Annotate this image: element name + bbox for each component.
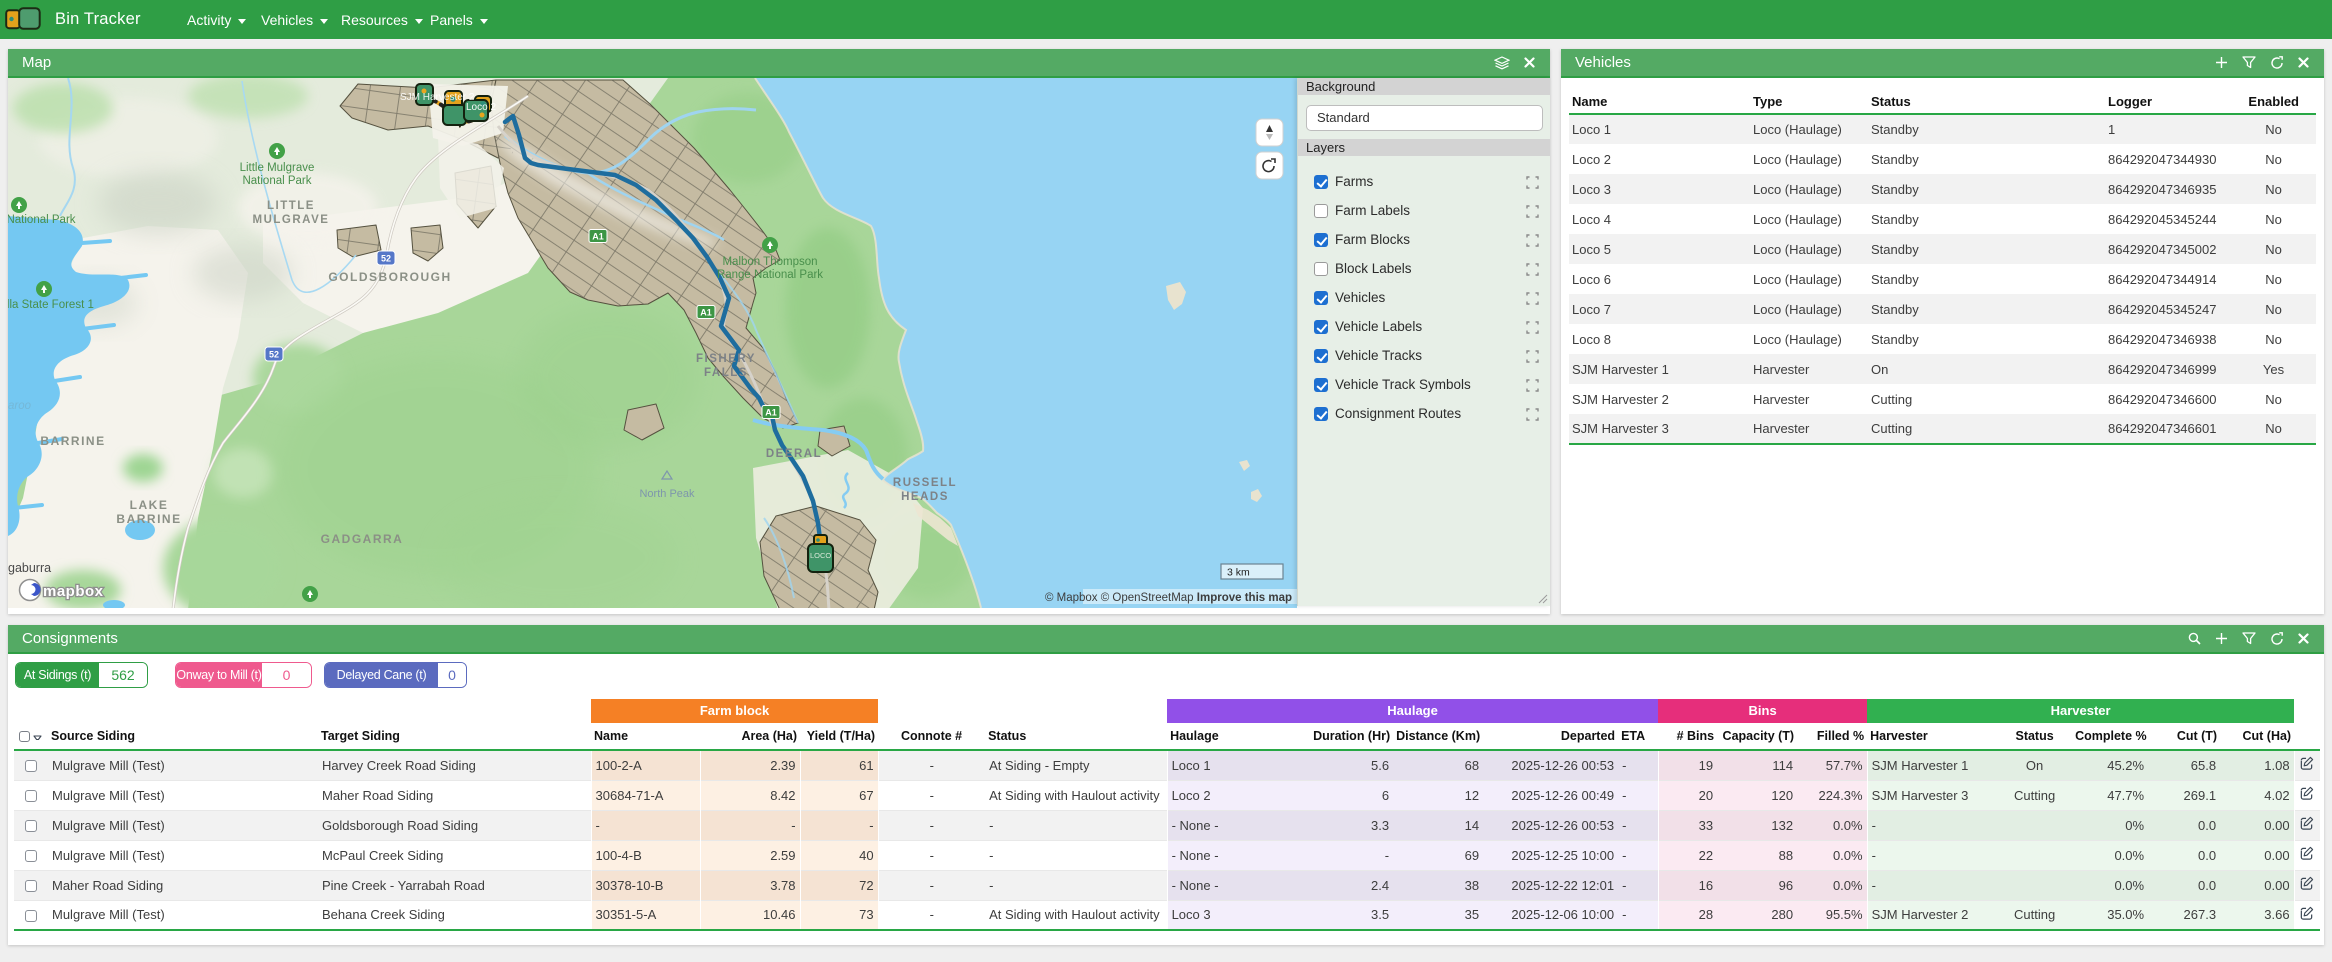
svg-text:DEERAL: DEERAL (766, 448, 822, 460)
svg-text:Little Mulgrave: Little Mulgrave (240, 162, 315, 174)
svg-text:52: 52 (381, 254, 391, 264)
svg-text:National Park: National Park (242, 175, 311, 187)
svg-text:A1: A1 (592, 232, 604, 242)
svg-text:Loco 2: Loco 2 (466, 102, 496, 113)
svg-text:LITTLE: LITTLE (267, 200, 315, 212)
svg-text:National Park: National Park (8, 214, 76, 226)
svg-text:North Peak: North Peak (639, 488, 695, 500)
svg-text:mapbox: mapbox (43, 583, 104, 600)
svg-text:FALLS: FALLS (704, 367, 748, 379)
svg-text:GOLDSBOROUGH: GOLDSBOROUGH (328, 270, 451, 284)
svg-text:RUSSELL: RUSSELL (893, 477, 957, 489)
svg-text:Range National Park: Range National Park (717, 269, 823, 281)
svg-text:LOCO: LOCO (810, 551, 831, 560)
svg-text:A1: A1 (700, 308, 712, 318)
svg-text:3 km: 3 km (1227, 567, 1250, 579)
svg-text:FISHERY: FISHERY (696, 353, 756, 365)
svg-text:Malbon Thompson: Malbon Thompson (722, 256, 817, 268)
svg-text:BARRINE: BARRINE (116, 512, 181, 526)
svg-text:MULGRAVE: MULGRAVE (253, 214, 330, 226)
svg-text:oulla State Forest 1: oulla State Forest 1 (8, 299, 94, 311)
svg-text:SJM Harvester 2: SJM Harvester 2 (400, 92, 475, 103)
svg-text:© Mapbox © OpenStreetMap Impro: © Mapbox © OpenStreetMap Improve this ma… (1045, 592, 1292, 604)
svg-text:gaburra: gaburra (8, 561, 51, 575)
svg-text:BARRINE: BARRINE (40, 434, 105, 448)
svg-text:A1: A1 (765, 408, 777, 418)
svg-text:52: 52 (269, 350, 279, 360)
svg-text:LAKE: LAKE (130, 498, 169, 512)
svg-text:HEADS: HEADS (901, 491, 949, 503)
svg-text:GADGARRA: GADGARRA (321, 532, 404, 546)
svg-text:aroo: aroo (8, 400, 32, 412)
